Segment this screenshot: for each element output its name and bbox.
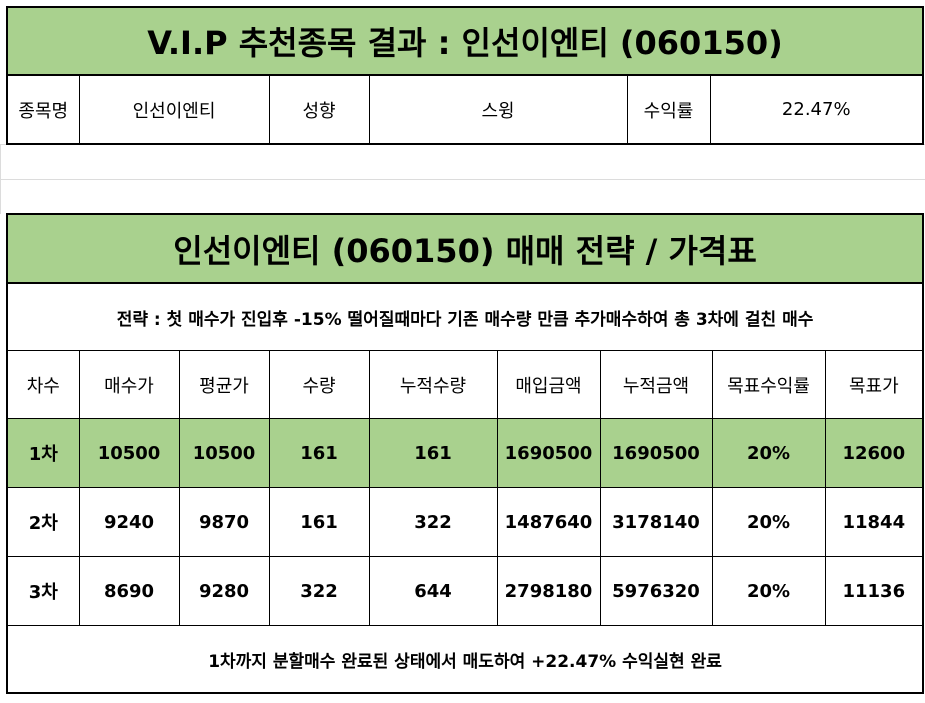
table-row: 2차 9240 9870 161 322 1487640 3178140 20%… [6,487,924,557]
cell-buy-price: 10500 [78,418,180,488]
result-title: V.I.P 추천종목 결과 : 인선이엔티 (060150) [6,6,924,76]
cell-cum-amount: 1690500 [599,418,713,488]
col-header-cum-quantity: 누적수량 [368,350,498,419]
cell-avg-price: 10500 [178,418,270,488]
cell-round: 1차 [6,418,80,488]
strategy-price-table: 인선이엔티 (060150) 매매 전략 / 가격표 전략 : 첫 매수가 진입… [5,213,925,694]
cell-quantity: 161 [268,487,370,557]
result-summary-table: V.I.P 추천종목 결과 : 인선이엔티 (060150) 종목명 인선이엔티… [6,6,924,145]
cell-purchase-amount: 1487640 [496,487,601,557]
cell-avg-price: 9870 [178,487,270,557]
stock-name-label: 종목명 [6,74,80,145]
cell-purchase-amount: 1690500 [496,418,601,488]
table-row: 3차 8690 9280 322 644 2798180 5976320 20%… [6,556,924,626]
col-header-cum-amount: 누적금액 [599,350,713,419]
cell-cum-amount: 5976320 [599,556,713,626]
cell-target-price: 11844 [824,487,924,557]
cell-target-return: 20% [711,487,826,557]
col-header-target-price: 목표가 [824,350,924,419]
cell-cum-quantity: 161 [368,418,498,488]
cell-round: 3차 [6,556,80,626]
cell-round: 2차 [6,487,80,557]
result-footer-note: 1차까지 분할매수 완료된 상태에서 매도하여 +22.47% 수익실현 완료 [6,625,924,694]
col-header-quantity: 수량 [268,350,370,419]
cell-target-price: 11136 [824,556,924,626]
col-header-target-return: 목표수익률 [711,350,826,419]
column-header-row: 차수 매수가 평균가 수량 누적수량 매입금액 누적금액 목표수익률 목표가 [6,350,924,419]
cell-buy-price: 8690 [78,556,180,626]
cell-target-return: 20% [711,556,826,626]
style-value: 스윙 [368,74,628,145]
style-label: 성향 [268,74,370,145]
cell-target-price: 12600 [824,418,924,488]
col-header-buy-price: 매수가 [78,350,180,419]
spreadsheet-gridlines [0,144,925,214]
cell-purchase-amount: 2798180 [496,556,601,626]
cell-quantity: 161 [268,418,370,488]
stock-name-value: 인선이엔티 [78,74,270,145]
cell-cum-quantity: 644 [368,556,498,626]
cell-avg-price: 9280 [178,556,270,626]
col-header-purchase-amount: 매입금액 [496,350,601,419]
col-header-avg-price: 평균가 [178,350,270,419]
cell-target-return: 20% [711,418,826,488]
return-label: 수익률 [626,74,711,145]
cell-buy-price: 9240 [78,487,180,557]
return-value: 22.47% [709,74,924,145]
cell-cum-quantity: 322 [368,487,498,557]
cell-cum-amount: 3178140 [599,487,713,557]
strategy-description: 전략 : 첫 매수가 진입후 -15% 떨어질때마다 기존 매수량 만큼 추가매… [6,282,924,351]
cell-quantity: 322 [268,556,370,626]
strategy-title: 인선이엔티 (060150) 매매 전략 / 가격표 [5,213,925,284]
table-row: 1차 10500 10500 161 161 1690500 1690500 2… [6,418,924,488]
col-header-round: 차수 [6,350,80,419]
